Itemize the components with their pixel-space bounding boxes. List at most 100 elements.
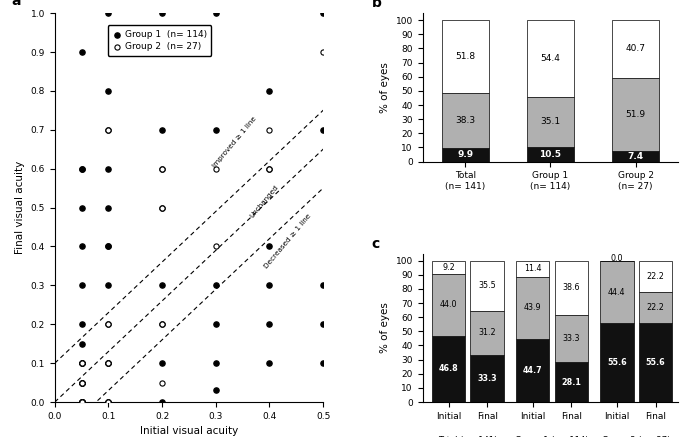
Text: 0.0: 0.0 (610, 254, 623, 263)
Text: 10.5: 10.5 (539, 149, 562, 159)
Bar (555, 260, 588, 315)
Bar (516, 339, 549, 402)
Group 1  (n= 114) (210, 282, 221, 289)
Text: Group 1 (n= 114): Group 1 (n= 114) (515, 436, 588, 437)
Text: 38.3: 38.3 (455, 116, 475, 125)
Text: 46.8: 46.8 (438, 364, 458, 374)
Bar (442, 94, 488, 148)
Group 1  (n= 114) (318, 321, 329, 328)
Group 1  (n= 114) (76, 49, 87, 55)
Text: 7.4: 7.4 (627, 152, 644, 161)
Group 1  (n= 114) (76, 399, 87, 406)
Text: 51.8: 51.8 (455, 52, 475, 61)
Group 1  (n= 114) (157, 165, 168, 172)
Bar (527, 147, 574, 162)
Group 1  (n= 114) (264, 321, 275, 328)
Text: 54.4: 54.4 (540, 54, 560, 63)
Y-axis label: Final visual acuity: Final visual acuity (15, 161, 25, 254)
Group 1  (n= 114) (76, 399, 87, 406)
Group 1  (n= 114) (103, 126, 114, 133)
Group 2  (n= 27) (103, 399, 114, 406)
Group 1  (n= 114) (264, 165, 275, 172)
Bar (432, 260, 465, 274)
Group 1  (n= 114) (76, 399, 87, 406)
Group 1  (n= 114) (76, 321, 87, 328)
Group 1  (n= 114) (318, 126, 329, 133)
Text: 11.4: 11.4 (524, 264, 541, 273)
Group 1  (n= 114) (76, 243, 87, 250)
Group 1  (n= 114) (103, 360, 114, 367)
Text: 40.7: 40.7 (625, 45, 645, 53)
Y-axis label: % of eyes: % of eyes (380, 302, 390, 353)
Group 1  (n= 114) (318, 360, 329, 367)
Text: Improved ≥ 1 line: Improved ≥ 1 line (212, 115, 258, 169)
Group 1  (n= 114) (210, 387, 221, 394)
Group 1  (n= 114) (76, 340, 87, 347)
Group 1  (n= 114) (103, 282, 114, 289)
Group 2  (n= 27) (157, 165, 168, 172)
Group 2  (n= 27) (157, 204, 168, 211)
Bar (600, 323, 634, 402)
Bar (432, 274, 465, 336)
Group 1  (n= 114) (264, 87, 275, 94)
Group 2  (n= 27) (318, 49, 329, 55)
Group 2  (n= 27) (264, 126, 275, 133)
Bar (442, 148, 488, 162)
Text: 33.3: 33.3 (562, 334, 580, 343)
Bar (527, 20, 574, 97)
Group 2  (n= 27) (76, 360, 87, 367)
X-axis label: Initial visual acuity: Initial visual acuity (140, 427, 238, 436)
Group 1  (n= 114) (76, 204, 87, 211)
Group 2  (n= 27) (76, 399, 87, 406)
Bar (638, 260, 673, 292)
Text: 22.2: 22.2 (647, 272, 664, 281)
Text: 55.6: 55.6 (646, 358, 665, 367)
Group 1  (n= 114) (103, 10, 114, 17)
Text: a: a (12, 0, 21, 8)
Group 2  (n= 27) (103, 321, 114, 328)
Text: b: b (371, 0, 382, 10)
Text: 35.5: 35.5 (478, 281, 496, 290)
Text: 31.2: 31.2 (479, 329, 496, 337)
Group 2  (n= 27) (76, 399, 87, 406)
Group 1  (n= 114) (76, 399, 87, 406)
Group 1  (n= 114) (157, 10, 168, 17)
Group 1  (n= 114) (103, 360, 114, 367)
Text: 38.6: 38.6 (562, 284, 580, 292)
Bar (471, 355, 504, 402)
Group 2  (n= 27) (76, 360, 87, 367)
Group 1  (n= 114) (76, 165, 87, 172)
Text: 22.2: 22.2 (647, 303, 664, 312)
Group 1  (n= 114) (76, 360, 87, 367)
Group 1  (n= 114) (264, 243, 275, 250)
Text: 43.9: 43.9 (524, 303, 541, 312)
Group 1  (n= 114) (157, 360, 168, 367)
Bar (471, 311, 504, 355)
Group 1  (n= 114) (76, 360, 87, 367)
Bar (638, 323, 673, 402)
Group 1  (n= 114) (103, 399, 114, 406)
Text: Decreased ≥ 1 line: Decreased ≥ 1 line (264, 213, 313, 270)
Group 1  (n= 114) (318, 10, 329, 17)
Text: 9.2: 9.2 (442, 263, 455, 272)
Group 2  (n= 27) (157, 321, 168, 328)
Group 1  (n= 114) (103, 165, 114, 172)
Group 1  (n= 114) (264, 282, 275, 289)
Bar (612, 20, 659, 78)
Bar (442, 20, 488, 94)
Group 1  (n= 114) (103, 243, 114, 250)
Legend: Group 1  (n= 114), Group 2  (n= 27): Group 1 (n= 114), Group 2 (n= 27) (108, 25, 212, 55)
Text: 44.0: 44.0 (440, 300, 458, 309)
Group 1  (n= 114) (76, 282, 87, 289)
Group 1  (n= 114) (103, 204, 114, 211)
Group 2  (n= 27) (103, 360, 114, 367)
Group 2  (n= 27) (264, 165, 275, 172)
Bar (612, 151, 659, 162)
Group 1  (n= 114) (210, 126, 221, 133)
Group 1  (n= 114) (103, 321, 114, 328)
Bar (432, 336, 465, 402)
Y-axis label: % of eyes: % of eyes (380, 62, 390, 113)
Group 1  (n= 114) (318, 282, 329, 289)
Text: 33.3: 33.3 (477, 374, 497, 383)
Group 2  (n= 27) (210, 165, 221, 172)
